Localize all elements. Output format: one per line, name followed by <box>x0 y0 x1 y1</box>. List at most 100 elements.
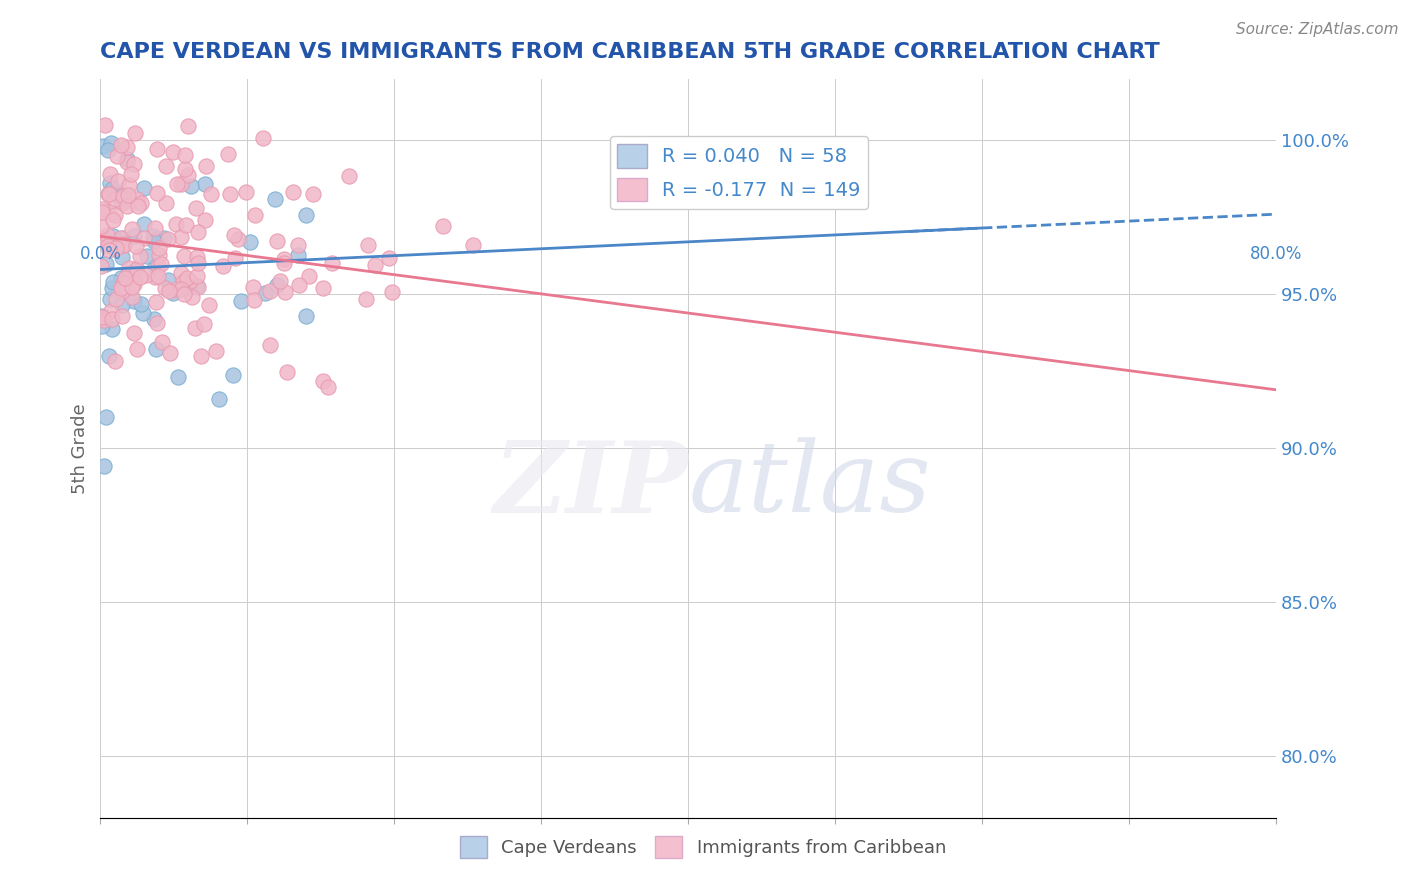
Point <box>184 321 207 335</box>
Point <box>173 249 195 263</box>
Point <box>104 353 127 368</box>
Point <box>111 189 134 203</box>
Point <box>283 185 305 199</box>
Point <box>90 205 112 219</box>
Point <box>148 241 170 255</box>
Point <box>125 343 148 357</box>
Point <box>273 255 295 269</box>
Point <box>98 349 121 363</box>
Point <box>194 159 217 173</box>
Point <box>239 235 262 250</box>
Point <box>146 186 169 201</box>
Point <box>177 168 200 182</box>
Point <box>104 293 127 307</box>
Point <box>115 199 138 213</box>
Point <box>231 294 253 309</box>
Point <box>170 177 193 191</box>
Point <box>114 238 136 252</box>
Point <box>170 230 193 244</box>
Point <box>148 248 170 262</box>
Point <box>117 178 139 193</box>
Point <box>242 280 264 294</box>
Point <box>276 365 298 379</box>
Point <box>124 229 146 244</box>
Point <box>98 187 121 202</box>
Point <box>111 231 134 245</box>
Point <box>96 410 118 425</box>
Point <box>157 273 180 287</box>
Point <box>187 225 209 239</box>
Point <box>364 258 387 272</box>
Point <box>174 218 197 232</box>
Point <box>165 282 187 296</box>
Point <box>93 232 115 246</box>
Point <box>101 213 124 227</box>
Point <box>143 220 166 235</box>
Point <box>110 271 132 285</box>
Point <box>125 239 148 253</box>
Point <box>100 136 122 151</box>
Point <box>97 243 120 257</box>
Point <box>187 256 209 270</box>
Point <box>103 208 125 222</box>
Point <box>143 231 166 245</box>
Point <box>211 259 233 273</box>
Point <box>132 181 155 195</box>
Point <box>381 285 404 299</box>
Point <box>90 219 112 233</box>
Point <box>174 162 197 177</box>
Point <box>180 178 202 193</box>
Point <box>145 142 167 156</box>
Point <box>224 227 246 242</box>
Point <box>122 326 145 340</box>
Point <box>157 285 180 299</box>
Point <box>176 119 198 133</box>
Point <box>114 270 136 285</box>
Point <box>125 262 148 277</box>
Text: ZIP: ZIP <box>494 437 688 533</box>
Point <box>302 187 325 202</box>
Point <box>111 195 134 210</box>
Point <box>128 269 150 284</box>
Point <box>107 186 129 201</box>
Point <box>298 269 321 284</box>
Point <box>129 196 152 211</box>
Point <box>269 274 291 288</box>
Point <box>110 231 132 245</box>
Point <box>118 260 141 275</box>
Point <box>115 153 138 167</box>
Point <box>122 157 145 171</box>
Point <box>132 231 155 245</box>
Point <box>115 139 138 153</box>
Point <box>122 277 145 291</box>
Point <box>93 313 115 327</box>
Point <box>93 118 115 132</box>
Point <box>145 294 167 309</box>
Point <box>354 292 377 306</box>
Point <box>157 232 180 246</box>
Point <box>101 182 124 196</box>
Point <box>127 192 149 206</box>
Point <box>103 229 125 244</box>
Point <box>205 344 228 359</box>
Point <box>166 177 188 191</box>
Point <box>103 185 125 199</box>
Point <box>318 380 340 394</box>
Point <box>162 285 184 300</box>
Point <box>90 310 112 325</box>
Point <box>111 238 134 252</box>
Point <box>111 297 134 311</box>
Point <box>122 293 145 308</box>
Point <box>110 280 132 294</box>
Point <box>218 186 240 201</box>
Point <box>98 167 121 181</box>
Point <box>287 238 309 252</box>
Text: atlas: atlas <box>688 438 931 533</box>
Point <box>98 293 121 307</box>
Point <box>129 296 152 310</box>
Point <box>97 143 120 157</box>
Point <box>295 208 318 222</box>
Point <box>111 309 134 323</box>
Point <box>222 368 245 383</box>
Point <box>170 282 193 296</box>
